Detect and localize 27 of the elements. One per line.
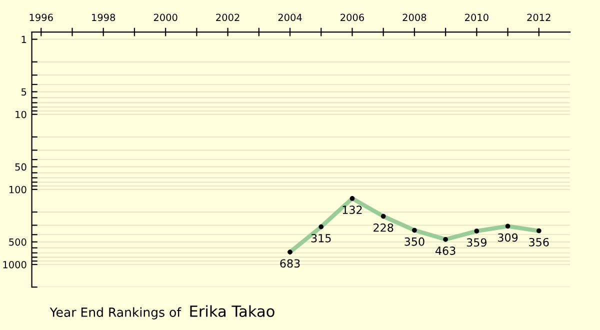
data-label: 228 xyxy=(374,223,394,232)
y-tick-label: 5 xyxy=(22,88,26,96)
data-label: 132 xyxy=(342,206,362,214)
data-label: 315 xyxy=(311,234,331,242)
y-tick-label: 50 xyxy=(15,163,26,171)
data-label: 309 xyxy=(498,233,518,242)
data-label: 356 xyxy=(529,238,549,246)
x-tick-label: 2008 xyxy=(402,14,426,22)
y-tick-label: 100 xyxy=(9,186,26,194)
x-tick-label: 1998 xyxy=(92,14,116,22)
y-tick-label: 1000 xyxy=(3,260,26,268)
data-label: 463 xyxy=(436,246,456,255)
x-tick-label: 2002 xyxy=(216,14,240,22)
y-tick-label: 1 xyxy=(22,36,26,43)
data-label: 350 xyxy=(404,237,424,246)
text: Erika Takao xyxy=(190,305,274,318)
x-tick-label: 2010 xyxy=(465,14,488,22)
data-label: 359 xyxy=(466,238,486,247)
x-tick-label: 2012 xyxy=(527,14,550,22)
data-label: 683 xyxy=(280,259,300,268)
x-tick-label: 2006 xyxy=(340,14,364,22)
y-tick-label: 10 xyxy=(16,110,26,118)
x-tick-label: 1996 xyxy=(30,14,53,22)
text: Year End Rankings of xyxy=(50,307,182,320)
x-tick-label: 2004 xyxy=(278,14,302,22)
x-tick-label: 2000 xyxy=(154,14,178,22)
y-tick-label: 500 xyxy=(9,238,26,246)
